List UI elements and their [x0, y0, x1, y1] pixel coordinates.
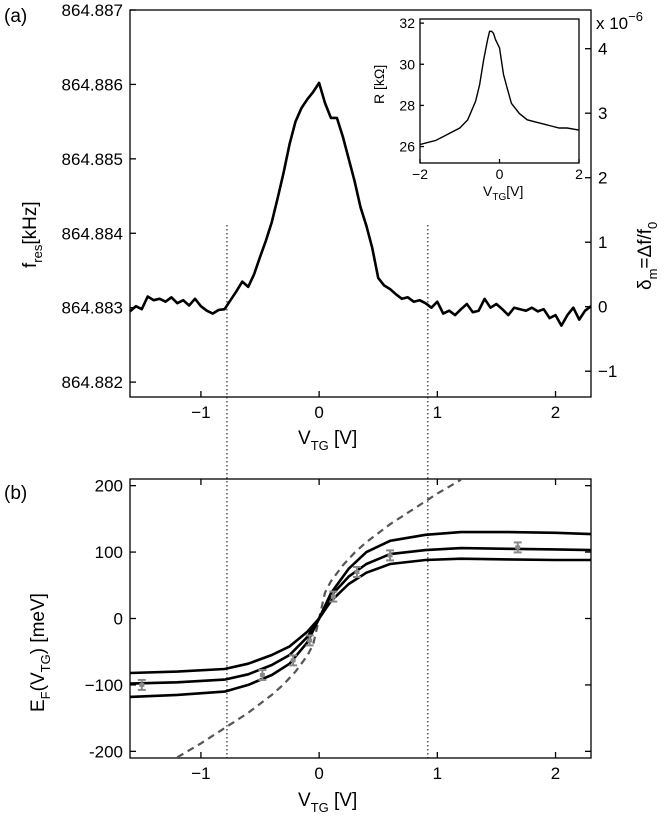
panel-b-series-lower — [129, 557, 591, 699]
inset-xtick-label: 0 — [496, 166, 504, 182]
panel-a-ylabel: fres[kHz] — [20, 201, 45, 268]
inset-axes-box — [419, 18, 580, 164]
inset-ytick-label: 28 — [399, 97, 415, 113]
inset-xtick-label: −2 — [412, 166, 428, 182]
panel-b-xtick-label: −1 — [191, 764, 210, 783]
panel-b-error-bar — [352, 566, 361, 578]
panel-b-label: (b) — [4, 483, 27, 504]
inset-ytick-label: 26 — [399, 139, 415, 155]
panel-a-xtick-label: 0 — [314, 403, 323, 422]
panel-a-y2tick-label: 0 — [598, 298, 607, 317]
panel-a: (a) −1 0 1 2 864.882 864.883 864.884 864.885 86… — [4, 1, 660, 453]
panel-a-xlabel: VTG [V] — [298, 428, 357, 453]
inset-xtick-label: 2 — [575, 166, 583, 182]
inset-resistance-line — [419, 30, 580, 146]
panel-b-xtick-label: 2 — [551, 764, 560, 783]
panel-b-error-bar — [305, 634, 314, 647]
panel-b-xtick-label: 0 — [314, 764, 323, 783]
panel-b-axes-box — [129, 478, 592, 759]
panel-b-series-upper — [129, 530, 592, 675]
panel-b-error-bar — [513, 541, 522, 554]
panel-b-ytick-label: 0 — [114, 610, 123, 629]
panel-a-xtick-label: 2 — [551, 403, 560, 422]
panel-b-xlabel: VTG [V] — [298, 790, 357, 815]
panel-a-ytick-label: 864.885 — [62, 150, 123, 169]
panel-a-xtick-label: −1 — [191, 403, 210, 422]
panel-a-y2-exponent: x 10−6 — [596, 9, 643, 33]
panel-b-error-bar — [329, 590, 338, 603]
panel-b-ytick-label: 200 — [95, 477, 123, 496]
panel-a-ytick-label: 864.886 — [62, 75, 123, 94]
panel-b-error-bar — [258, 668, 267, 681]
inset-ytick-label: 30 — [399, 56, 415, 72]
panel-a-y2tick-label: −1 — [598, 362, 617, 381]
panel-b-error-bar — [137, 678, 146, 691]
inset-resistance-plot: −2 0 2 26 28 30 32 R [kΩ] VTG[V] — [371, 15, 583, 203]
panel-b-ytick-label: −100 — [85, 676, 123, 695]
panel-a-y2tick-label: 1 — [598, 233, 607, 252]
panel-a-xtick-label: 1 — [433, 403, 442, 422]
panel-a-y2tick-label: 2 — [598, 169, 607, 188]
inset-ytick-label: 32 — [399, 15, 415, 31]
inset-ylabel: R [kΩ] — [371, 65, 387, 104]
panel-a-axes-box — [129, 9, 592, 398]
panel-a-y2label: δm=Δf/f0 — [635, 222, 660, 290]
panel-a-frequency-line — [129, 81, 592, 327]
panel-b-error-bar — [386, 549, 395, 562]
panel-b: (b) −1 0 1 2 -200 −100 0 100 200 VTG [V] EF(VTG… — [4, 397, 592, 815]
panel-a-y2tick-label: 4 — [598, 40, 607, 59]
panel-a-ytick-label: 864.887 — [62, 1, 123, 20]
panel-b-series-middle — [129, 546, 592, 685]
panel-b-ytick-label: 100 — [95, 543, 123, 562]
panel-a-ytick-label: 864.882 — [62, 373, 123, 392]
panel-a-y2tick-label: 3 — [598, 104, 607, 123]
panel-a-ytick-label: 864.884 — [62, 224, 123, 243]
panel-a-ytick-label: 864.883 — [62, 299, 123, 318]
panel-a-label: (a) — [4, 6, 27, 27]
panel-b-ylabel: EF(VTG) [meV] — [28, 593, 53, 712]
panel-b-xtick-label: 1 — [433, 764, 442, 783]
panel-b-error-bar — [289, 654, 298, 667]
inset-xlabel: VTG[V] — [483, 183, 523, 203]
panel-b-ytick-label: -200 — [89, 742, 123, 761]
